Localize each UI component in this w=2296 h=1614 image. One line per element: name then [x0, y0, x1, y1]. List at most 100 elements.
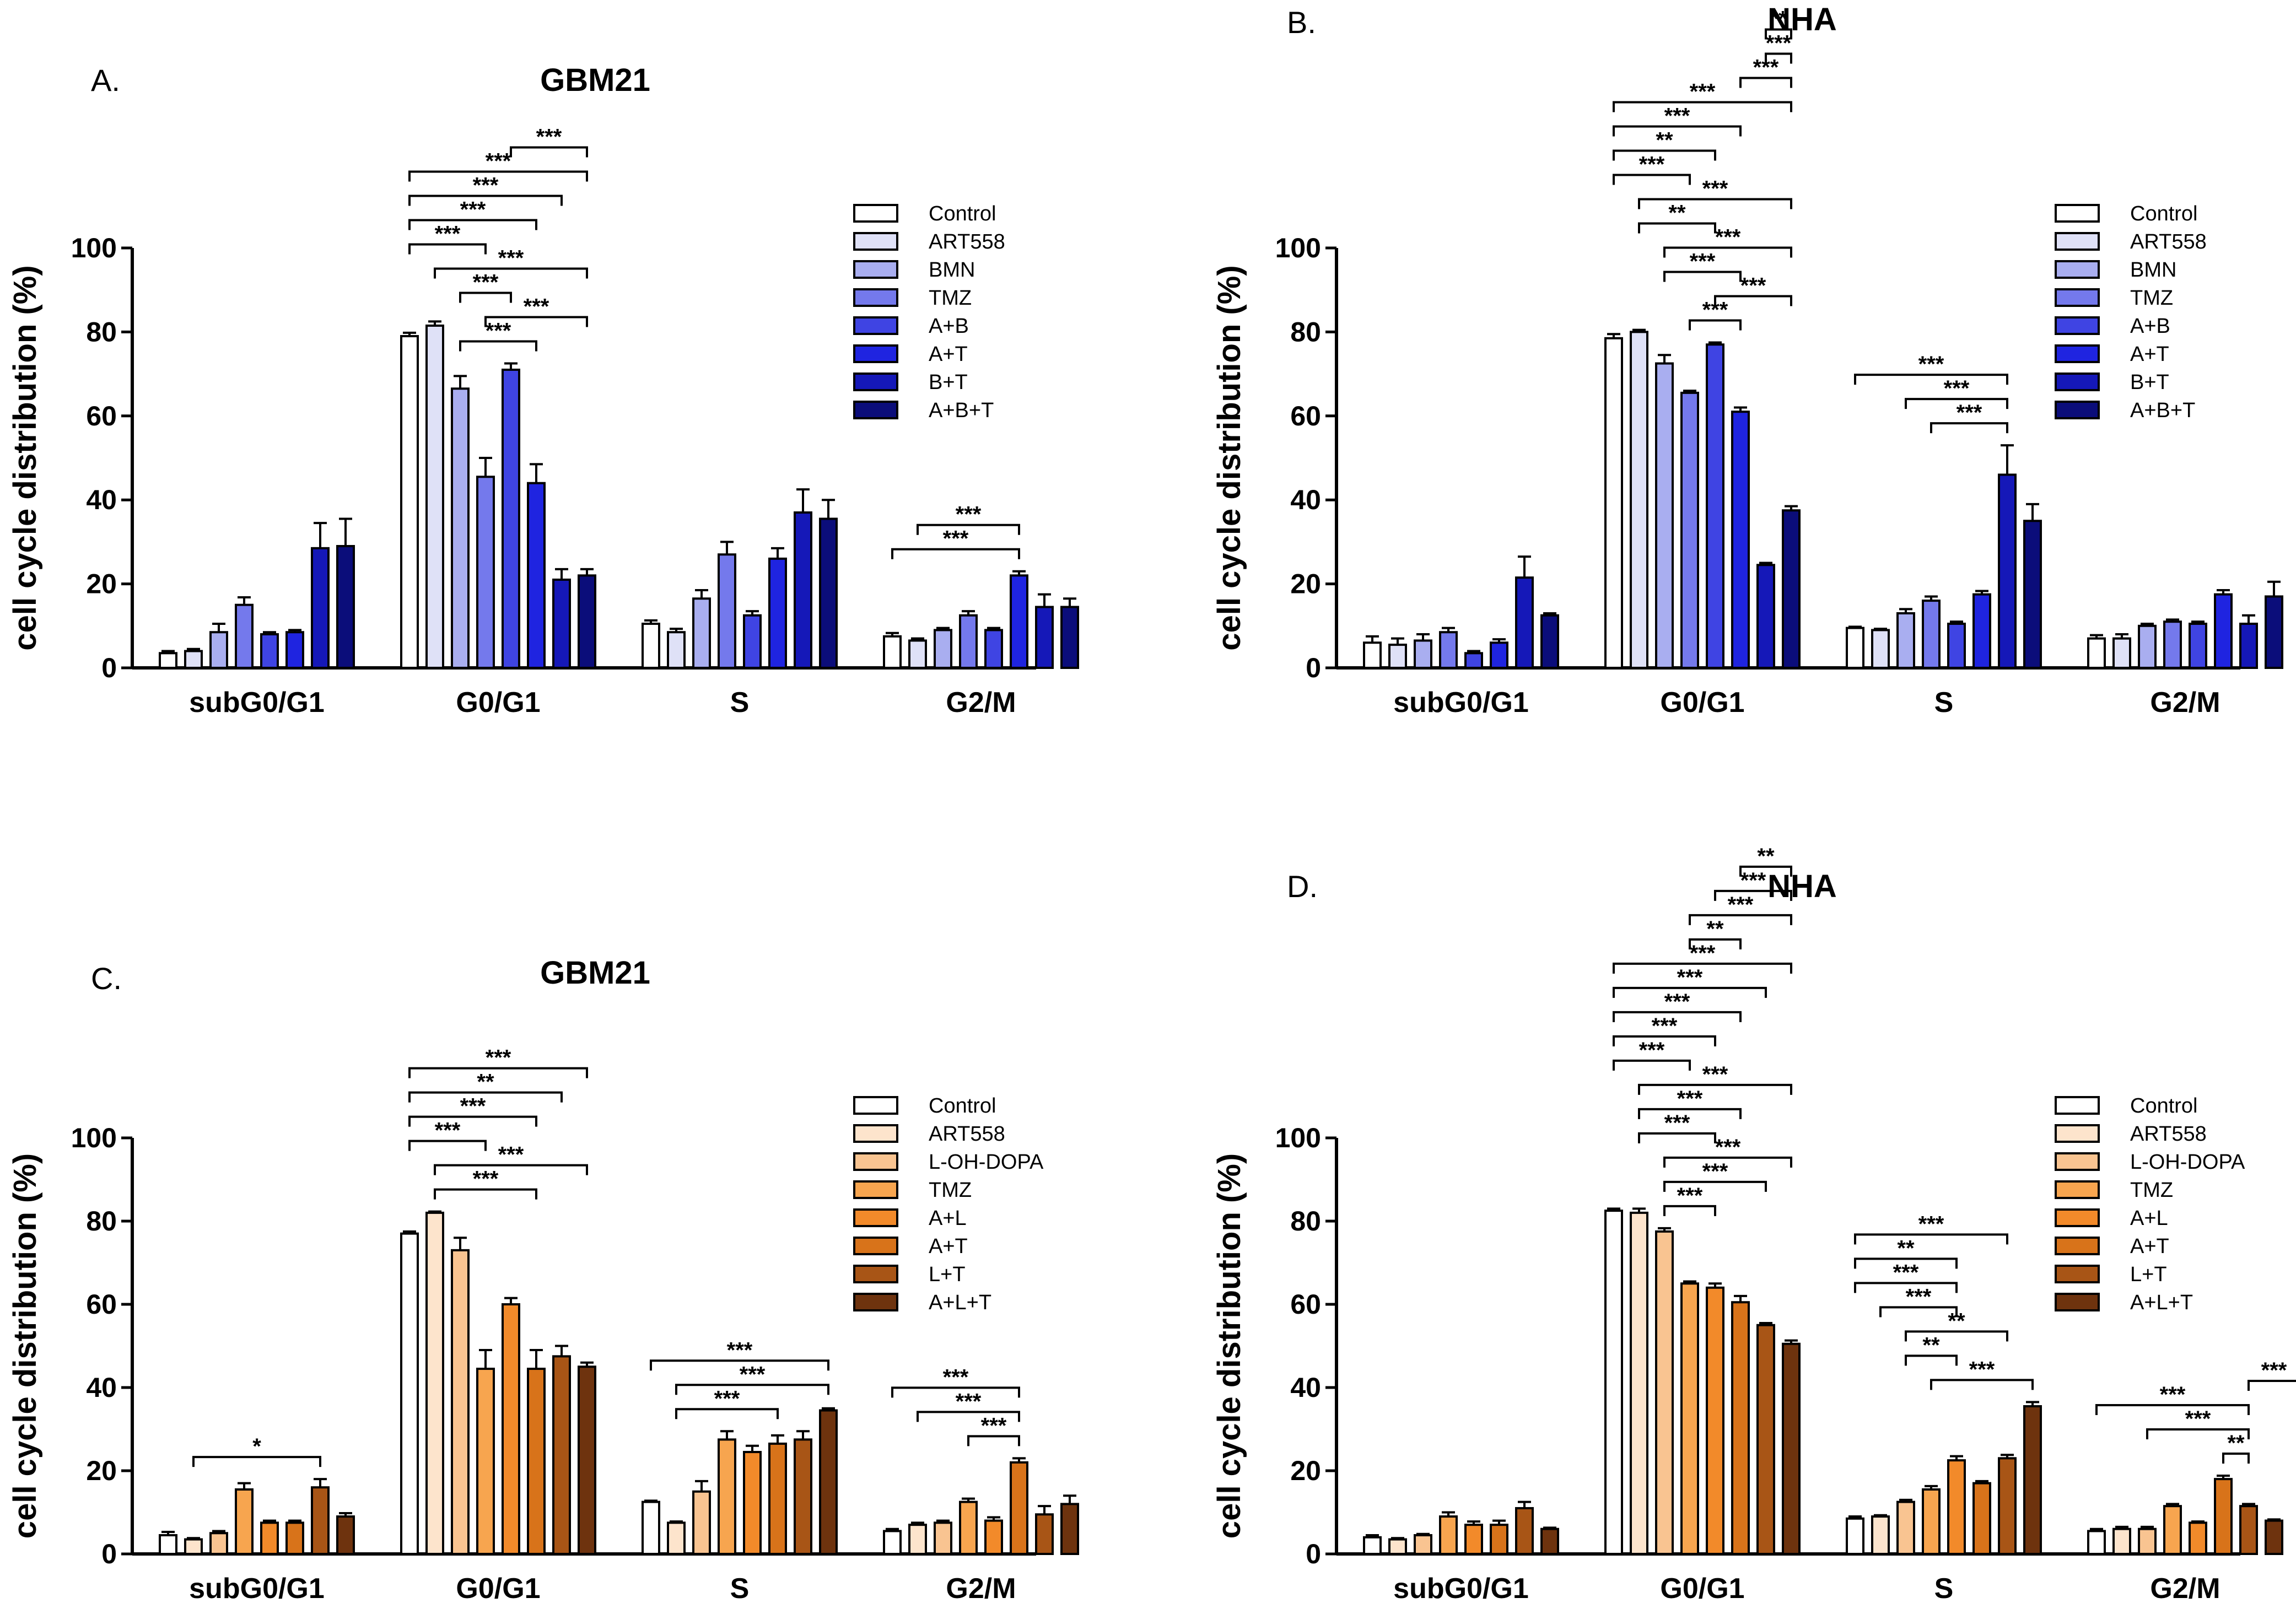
legend-label: A+T — [2130, 1235, 2169, 1258]
significance-label: *** — [1728, 893, 1754, 917]
significance-bracket — [1638, 1132, 1716, 1143]
bar-a-tmz — [235, 603, 254, 669]
bar-c-a-l-t — [819, 1409, 838, 1555]
legend-swatch — [853, 232, 898, 251]
legend-label: A+B+T — [929, 399, 994, 422]
panel-label: A. — [91, 63, 120, 98]
bar-d-l-oh-dopa — [2138, 1527, 2157, 1555]
significance-bracket — [1663, 1180, 1767, 1192]
legend-label: L-OH-DOPA — [929, 1151, 1044, 1174]
y-tick-label: 80 — [86, 316, 117, 347]
bar-b-art558 — [1871, 629, 1890, 670]
significance-label: *** — [956, 503, 982, 527]
bar-a-a-t — [1010, 574, 1028, 669]
legend-label: BMN — [2130, 258, 2176, 282]
significance-bracket — [408, 1115, 537, 1127]
legend-label: A+L+T — [929, 1291, 991, 1314]
bar-c-a-t — [1010, 1461, 1028, 1555]
significance-bracket — [434, 1188, 537, 1200]
significance-label: *** — [460, 1094, 486, 1119]
significance-label: ** — [1770, 7, 1787, 31]
significance-label: *** — [1677, 965, 1703, 990]
y-tick-label: 20 — [1290, 569, 1321, 600]
legend-swatch — [2055, 373, 2100, 391]
significance-bracket — [1613, 986, 1767, 998]
significance-bracket — [192, 1456, 321, 1467]
chart-panel-c: C. GBM21 cell cycle distribution (%) 0 20 40 6… — [7, 955, 1079, 1605]
bar-a-control — [642, 622, 660, 669]
significance-bracket — [1663, 246, 1792, 258]
significance-bracket — [917, 523, 1020, 535]
significance-bracket — [891, 1386, 1020, 1398]
bar-a-a-b — [743, 614, 762, 669]
bar-b-a-b — [1947, 622, 1966, 669]
bar-a-bmn — [934, 629, 952, 670]
bar-d-tmz — [1680, 1282, 1699, 1555]
y-tick-label: 60 — [86, 401, 117, 431]
bar-d-control — [1846, 1517, 1864, 1555]
significance-bracket — [1854, 1257, 1958, 1269]
bar-d-a-t — [1972, 1482, 1991, 1555]
significance-bracket — [1854, 374, 2008, 385]
x-category-label: G0/G1 — [1660, 687, 1744, 719]
bar-b-control — [2087, 637, 2106, 670]
significance-label: *** — [1969, 1357, 1995, 1381]
significance-bracket — [1739, 865, 1792, 877]
legend-label: A+B — [929, 315, 969, 338]
significance-label: ** — [1706, 917, 1724, 941]
bar-d-a-t — [1731, 1301, 1750, 1556]
x-category-label: G0/G1 — [456, 687, 540, 719]
legend-swatch — [853, 1237, 898, 1255]
bar-b-tmz — [1680, 391, 1699, 669]
significance-bracket — [1613, 149, 1716, 161]
legend-label: Control — [2130, 202, 2198, 225]
legend-label: A+L — [2130, 1207, 2168, 1230]
significance-bracket — [484, 316, 588, 327]
legend-label: Control — [929, 202, 996, 225]
bar-a-tmz — [718, 553, 736, 670]
bar-d-art558 — [1871, 1515, 1890, 1556]
y-tick-label: 100 — [71, 1122, 117, 1153]
significance-bracket — [510, 146, 588, 158]
y-tick-label: 100 — [71, 233, 117, 263]
bar-b-a-b-t — [1540, 614, 1559, 669]
significance-bracket — [675, 1384, 829, 1395]
legend-label: A+B+T — [2130, 399, 2195, 422]
legend-swatch — [2055, 1293, 2100, 1311]
bar-c-control — [883, 1530, 902, 1556]
bar-c-l-oh-dopa — [209, 1532, 228, 1555]
significance-bracket — [891, 548, 1020, 559]
bar-c-tmz — [959, 1500, 978, 1555]
bar-d-tmz — [2163, 1505, 2182, 1556]
legend-label: B+T — [2130, 371, 2169, 394]
panel-title: GBM21 — [540, 62, 650, 98]
bar-b-control — [1604, 337, 1623, 669]
significance-bracket — [1765, 52, 1792, 64]
bar-b-a-t — [1490, 641, 1508, 670]
bar-a-art558 — [908, 639, 927, 669]
significance-bracket — [1905, 1354, 1958, 1366]
significance-bracket — [2146, 1428, 2250, 1440]
x-category-label: G2/M — [2150, 1573, 2220, 1605]
bar-c-tmz — [235, 1488, 254, 1556]
significance-label: *** — [473, 271, 499, 295]
significance-label: *** — [1664, 104, 1690, 128]
legend-swatch — [2055, 288, 2100, 307]
significance-bracket — [1854, 1282, 1958, 1293]
significance-bracket — [2222, 1453, 2250, 1464]
bar-d-l-oh-dopa — [1896, 1500, 1915, 1555]
significance-label: *** — [435, 222, 461, 246]
significance-bracket — [459, 292, 512, 303]
chart-panel-a: A. GBM21 cell cycle distribution (%) 0 20 40 6… — [7, 62, 1079, 719]
legend-swatch — [853, 344, 898, 363]
y-tick-label: 60 — [1290, 1289, 1321, 1320]
bar-d-art558 — [1630, 1211, 1648, 1555]
significance-label: *** — [1766, 31, 1792, 55]
significance-bracket — [1613, 101, 1792, 112]
bar-a-control — [400, 335, 419, 669]
significance-label: *** — [486, 149, 511, 174]
bar-d-a-l-t — [1782, 1342, 1801, 1556]
bar-a-bmn — [451, 387, 470, 670]
y-tick-label: 0 — [101, 1539, 117, 1569]
legend-swatch — [853, 401, 898, 419]
